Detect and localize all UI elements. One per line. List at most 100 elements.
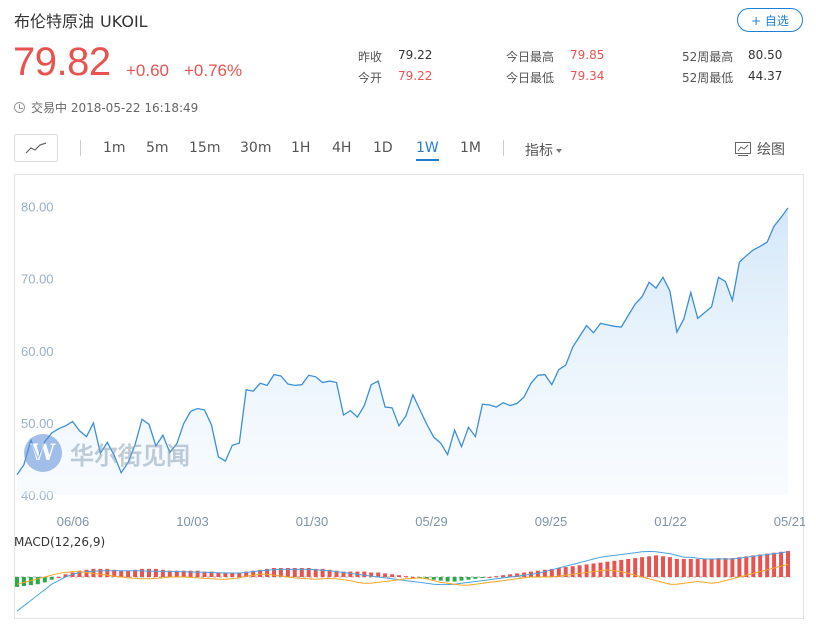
macd-histogram-bar bbox=[56, 577, 61, 578]
macd-histogram-bar bbox=[508, 574, 513, 577]
macd-histogram-bar bbox=[21, 577, 26, 586]
macd-histogram-bar bbox=[556, 568, 561, 577]
macd-histogram-bar bbox=[153, 568, 158, 577]
macd-histogram-bar bbox=[42, 577, 47, 583]
macd-histogram-bar bbox=[549, 568, 554, 577]
macd-histogram-bar bbox=[404, 576, 408, 578]
macd-histogram-bar bbox=[126, 570, 131, 577]
macd-histogram-bar bbox=[244, 571, 249, 577]
macd-histogram-bar bbox=[299, 568, 304, 577]
macd-histogram-bar bbox=[688, 559, 693, 577]
y-tick-label: 70.00 bbox=[21, 272, 54, 287]
macd-histogram-bar bbox=[195, 570, 200, 577]
stat-value: 79.22 bbox=[398, 69, 433, 83]
price-change-percent: +0.76% bbox=[184, 61, 243, 80]
timeframe-tab[interactable]: 30m bbox=[240, 140, 272, 156]
macd-histogram-bar bbox=[515, 573, 520, 577]
price-change: +0.60 bbox=[126, 61, 170, 80]
macd-histogram-bar bbox=[188, 570, 193, 577]
toolbar-divider bbox=[503, 140, 504, 156]
macd-histogram-bar bbox=[320, 568, 325, 577]
macd-histogram-bar bbox=[160, 569, 165, 577]
macd-histogram-bar bbox=[487, 577, 492, 578]
macd-histogram-bar bbox=[723, 558, 728, 577]
macd-histogram-bar bbox=[202, 571, 207, 577]
y-tick-label: 80.00 bbox=[21, 200, 54, 215]
indicator-dropdown[interactable]: 指标 bbox=[525, 140, 562, 160]
last-price: 79.82 bbox=[13, 40, 111, 84]
macd-histogram-bar bbox=[744, 556, 749, 577]
x-tick-label: 05/21 bbox=[774, 514, 805, 529]
macd-histogram-bar bbox=[237, 572, 242, 577]
x-tick-label: 10/03 bbox=[176, 514, 209, 529]
macd-histogram-bar bbox=[584, 564, 589, 577]
macd-histogram-bar bbox=[452, 577, 457, 582]
macd-histogram-bar bbox=[181, 570, 186, 577]
trading-status: 交易中 2018-05-22 16:18:49 bbox=[14, 99, 198, 116]
stat-item: 今日最低 79.34 bbox=[506, 69, 604, 86]
macd-histogram-bar bbox=[570, 566, 575, 577]
watermark-logo-icon: W bbox=[24, 434, 62, 472]
macd-histogram-bar bbox=[272, 568, 276, 577]
timeframe-tab[interactable]: 5m bbox=[146, 140, 169, 156]
y-tick-label: 50.00 bbox=[21, 416, 54, 431]
macd-histogram-bar bbox=[383, 573, 388, 577]
x-tick-label: 09/25 bbox=[535, 514, 568, 529]
line-chart-type-button[interactable] bbox=[14, 134, 58, 162]
stat-label: 52周最低 bbox=[682, 71, 734, 85]
price-line bbox=[16, 207, 789, 476]
macd-histogram-bar bbox=[619, 559, 624, 577]
timeframe-tab[interactable]: 1W bbox=[416, 140, 439, 161]
macd-histogram-bar bbox=[285, 568, 290, 577]
watermark: W 华尔街见闻 bbox=[24, 434, 190, 472]
watermark-text: 华尔街见闻 bbox=[70, 441, 190, 470]
macd-histogram-bar bbox=[397, 575, 401, 577]
timeframe-tab[interactable]: 4H bbox=[332, 140, 352, 156]
macd-histogram-bar bbox=[313, 568, 318, 577]
price-area bbox=[17, 207, 788, 495]
macd-histogram-bar bbox=[542, 569, 547, 577]
macd-histogram-bar bbox=[292, 568, 297, 577]
macd-histogram-bar bbox=[501, 575, 506, 577]
stat-item: 52周最低 44.37 bbox=[682, 69, 782, 86]
macd-histogram-bar bbox=[459, 577, 464, 581]
timeframe-tab[interactable]: 1D bbox=[373, 140, 393, 156]
line-chart-icon bbox=[25, 142, 47, 154]
macd-histogram-bar bbox=[334, 570, 339, 577]
macd-histogram-bar bbox=[765, 553, 770, 577]
indicator-label: 指标 bbox=[525, 143, 553, 159]
stat-item: 昨收 79.22 bbox=[358, 48, 432, 65]
timeframe-tab[interactable]: 1H bbox=[291, 140, 311, 156]
add-watchlist-button[interactable]: + 自选 bbox=[737, 8, 803, 32]
macd-histogram-bar bbox=[216, 572, 221, 577]
macd-signal-line bbox=[16, 563, 789, 586]
macd-histogram-bar bbox=[105, 568, 110, 577]
chart-panel[interactable]: 80.00 70.00 60.00 50.00 40.00 06/06 10/03 01/30… bbox=[14, 174, 805, 620]
macd-histogram-bar bbox=[112, 569, 117, 577]
timeframe-tab[interactable]: 1m bbox=[103, 140, 126, 156]
macd-histogram-bar bbox=[167, 570, 172, 577]
timeframe-tab[interactable]: 15m bbox=[189, 140, 221, 156]
macd-histogram-bar bbox=[445, 577, 450, 582]
macd-histogram-bar bbox=[716, 558, 721, 577]
stat-value: 80.50 bbox=[748, 48, 783, 62]
timeframe-tab[interactable]: 1M bbox=[460, 140, 481, 156]
stat-value: 79.85 bbox=[570, 48, 605, 62]
macd-histogram-bar bbox=[591, 563, 596, 577]
macd-histogram-bar bbox=[348, 571, 353, 577]
draw-button[interactable]: 绘图 bbox=[735, 139, 785, 159]
macd-histogram-bar bbox=[49, 577, 54, 580]
macd-histogram-bar bbox=[640, 557, 645, 577]
macd-histogram-bar bbox=[661, 556, 665, 577]
macd-histogram-bar bbox=[369, 572, 374, 577]
x-tick-label: 01/22 bbox=[654, 514, 687, 529]
stat-item: 今开 79.22 bbox=[358, 69, 432, 86]
macd-histogram-bar bbox=[786, 550, 790, 577]
macd-histogram-bar bbox=[133, 569, 138, 577]
stat-value: 79.34 bbox=[570, 69, 605, 83]
macd-histogram-bar bbox=[140, 568, 144, 577]
x-tick-label: 06/06 bbox=[57, 514, 90, 529]
stat-item: 今日最高 79.85 bbox=[506, 48, 604, 65]
macd-histogram-bar bbox=[223, 572, 228, 577]
